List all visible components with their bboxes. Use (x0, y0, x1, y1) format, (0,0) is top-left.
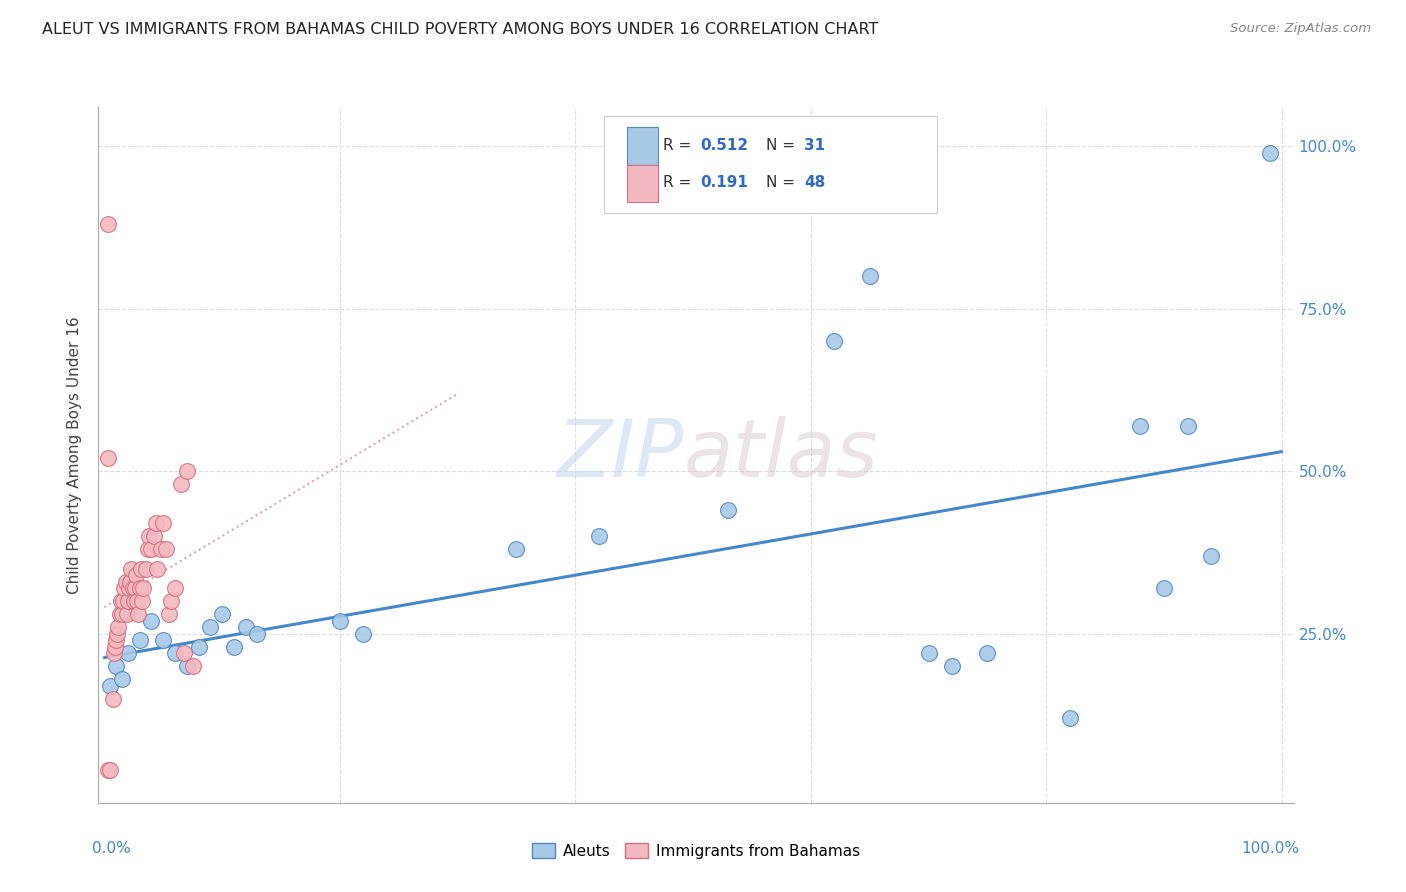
Point (127, 607, 149, 622)
Point (105, 633, 128, 648)
Text: R =: R = (664, 137, 696, 153)
Point (128, 581, 150, 595)
Point (1199, 549, 1222, 563)
Point (1129, 418, 1152, 433)
Point (97, 217, 120, 231)
Point (97, 764, 120, 778)
Point (146, 562, 169, 576)
Point (111, 607, 134, 622)
Point (917, 646, 939, 660)
Point (134, 562, 156, 576)
Point (941, 659, 963, 673)
Point (105, 659, 128, 673)
Point (155, 542, 177, 557)
Point (173, 646, 195, 660)
Point (138, 529, 160, 543)
Point (149, 542, 172, 557)
Point (235, 620, 257, 634)
Point (101, 691, 124, 706)
Point (98, 679, 121, 693)
Point (505, 542, 527, 557)
Point (1258, 145, 1281, 160)
Point (128, 633, 150, 648)
Point (110, 594, 132, 608)
Point (122, 594, 145, 608)
Legend: Aleuts, Immigrants from Bahamas: Aleuts, Immigrants from Bahamas (526, 837, 866, 864)
Point (98, 764, 121, 778)
Point (157, 607, 180, 622)
Text: 31: 31 (804, 137, 825, 153)
Point (717, 503, 740, 517)
Point (120, 562, 142, 576)
Point (176, 464, 198, 478)
Point (163, 581, 186, 595)
Text: 100.0%: 100.0% (1241, 841, 1299, 856)
Point (118, 581, 141, 595)
Point (187, 640, 209, 654)
Point (1177, 418, 1199, 433)
Point (859, 269, 882, 284)
Point (1059, 711, 1081, 725)
Point (104, 640, 127, 654)
Point (222, 640, 245, 654)
Point (112, 581, 135, 595)
Point (152, 633, 174, 648)
Text: N =: N = (766, 175, 800, 190)
Text: 0.512: 0.512 (700, 137, 748, 153)
Point (103, 646, 125, 660)
Text: Source: ZipAtlas.com: Source: ZipAtlas.com (1230, 22, 1371, 36)
Point (145, 516, 167, 531)
Point (105, 626, 128, 640)
Point (211, 607, 233, 622)
Text: 0.0%: 0.0% (93, 841, 131, 856)
Point (141, 542, 163, 557)
Point (125, 568, 148, 582)
Point (114, 574, 136, 589)
Point (117, 594, 139, 608)
Text: 0.191: 0.191 (700, 175, 748, 190)
Point (97, 451, 120, 466)
Point (163, 646, 186, 660)
Point (976, 646, 998, 660)
Point (176, 659, 198, 673)
Point (136, 542, 159, 557)
Point (246, 626, 269, 640)
Point (141, 614, 163, 628)
Point (588, 529, 610, 543)
Point (112, 594, 135, 608)
Point (1153, 581, 1175, 595)
Text: ALEUT VS IMMIGRANTS FROM BAHAMAS CHILD POVERTY AMONG BOYS UNDER 16 CORRELATION C: ALEUT VS IMMIGRANTS FROM BAHAMAS CHILD P… (42, 22, 879, 37)
Point (152, 516, 174, 531)
Point (117, 646, 139, 660)
Text: 48: 48 (804, 175, 825, 190)
Text: R =: R = (664, 175, 696, 190)
Text: N =: N = (766, 137, 800, 153)
Point (170, 477, 193, 491)
Point (120, 574, 142, 589)
Point (160, 594, 183, 608)
Point (121, 581, 143, 595)
Point (181, 659, 204, 673)
Point (107, 620, 129, 634)
Text: ZIP: ZIP (557, 416, 685, 494)
Text: atlas: atlas (685, 416, 879, 494)
Point (108, 607, 131, 622)
Point (132, 581, 155, 595)
Point (200, 620, 222, 634)
Point (329, 614, 352, 628)
Point (115, 607, 138, 622)
Point (142, 529, 165, 543)
Point (823, 334, 845, 348)
Point (129, 562, 152, 576)
Point (127, 594, 149, 608)
Point (111, 672, 134, 686)
Point (124, 581, 146, 595)
Point (131, 594, 153, 608)
Point (352, 626, 374, 640)
Y-axis label: Child Poverty Among Boys Under 16: Child Poverty Among Boys Under 16 (67, 316, 83, 594)
